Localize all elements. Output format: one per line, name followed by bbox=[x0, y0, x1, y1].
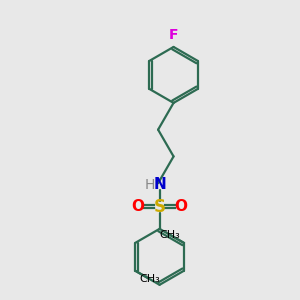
Text: O: O bbox=[175, 199, 188, 214]
Text: CH₃: CH₃ bbox=[139, 274, 160, 284]
Text: O: O bbox=[132, 199, 145, 214]
Text: N: N bbox=[153, 177, 166, 192]
Text: H: H bbox=[145, 178, 155, 192]
Text: S: S bbox=[154, 198, 166, 216]
Text: CH₃: CH₃ bbox=[159, 230, 180, 240]
Text: F: F bbox=[169, 28, 178, 42]
